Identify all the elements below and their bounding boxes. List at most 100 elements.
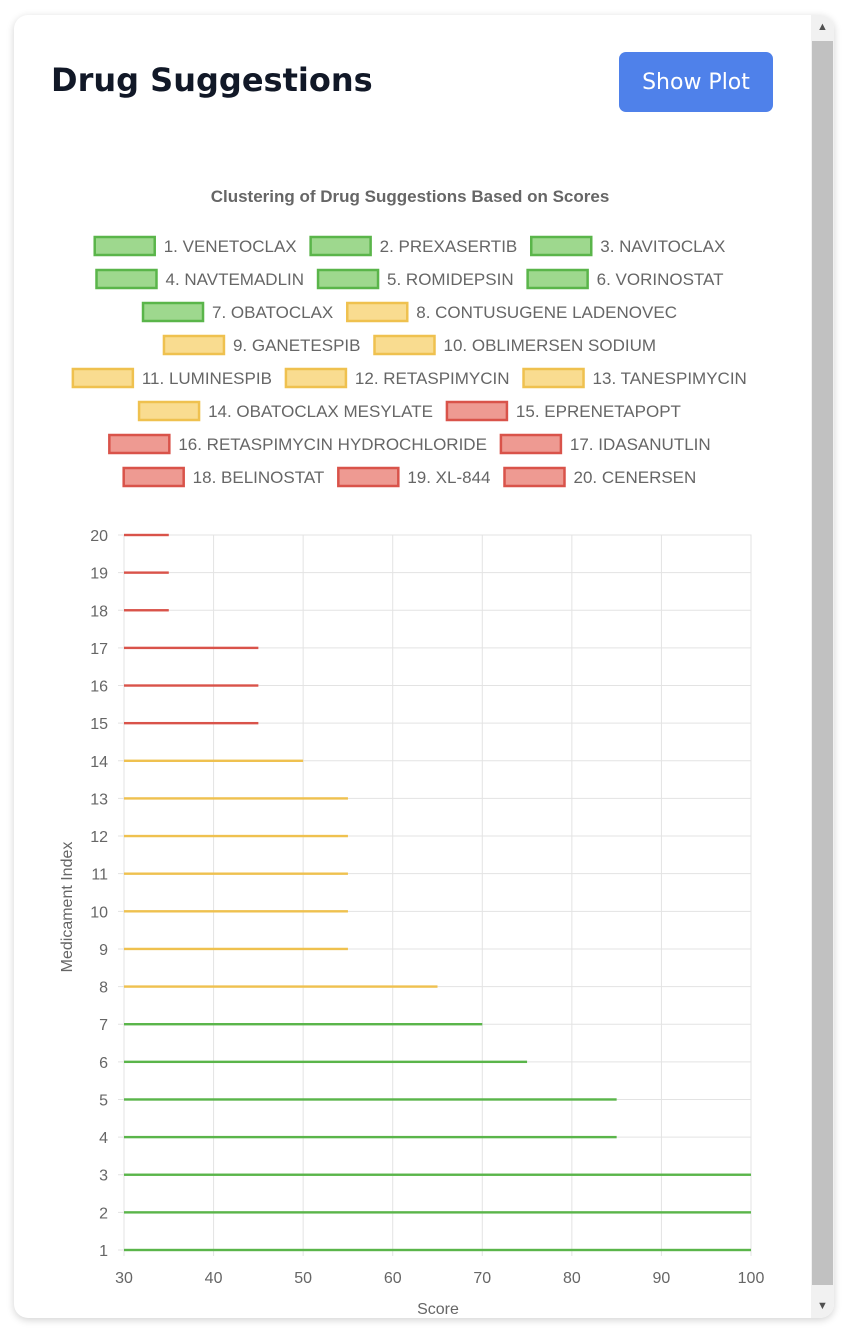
scroll-up-icon[interactable]: ▲ bbox=[817, 21, 828, 33]
legend-swatch bbox=[530, 235, 593, 257]
legend-entry[interactable]: 5. ROMIDEPSIN bbox=[387, 270, 514, 289]
bar-10 bbox=[124, 910, 348, 913]
x-axis-ticks: 30 40 50 60 70 80 90 100 bbox=[115, 1270, 764, 1287]
y-tick-label: 9 bbox=[99, 942, 108, 959]
legend-entry[interactable]: 13. TANESPIMYCIN bbox=[593, 369, 747, 388]
bar-20 bbox=[124, 533, 169, 537]
legend-entry[interactable]: 9. GANETESPIB bbox=[233, 336, 361, 355]
legend-entry[interactable]: 3. NAVITOCLAX bbox=[600, 237, 725, 256]
legend-entry[interactable]: 19. XL-844 bbox=[407, 468, 490, 487]
legend-swatch bbox=[122, 466, 185, 488]
bar-4 bbox=[124, 1135, 617, 1139]
show-plot-button[interactable]: Show Plot bbox=[619, 52, 773, 112]
bar-2 bbox=[124, 1211, 751, 1214]
legend-swatch bbox=[503, 466, 566, 488]
legend-swatch bbox=[137, 400, 201, 422]
page-title: Drug Suggestions bbox=[51, 61, 373, 99]
x-tick-label: 100 bbox=[738, 1270, 765, 1287]
y-tick-label: 16 bbox=[90, 679, 108, 696]
bar-3 bbox=[124, 1173, 751, 1176]
legend-swatch bbox=[522, 367, 585, 389]
bar-16 bbox=[124, 684, 259, 687]
legend-swatch bbox=[346, 301, 409, 323]
chart-bars bbox=[124, 533, 751, 1252]
legend-entry[interactable]: 1. VENETOCLAX bbox=[164, 237, 297, 256]
legend-entry[interactable]: 20. CENERSEN bbox=[573, 468, 696, 487]
y-tick-label: 7 bbox=[99, 1017, 108, 1034]
chart-title: Clustering of Drug Suggestions Based on … bbox=[211, 187, 610, 206]
bar-13 bbox=[124, 797, 348, 800]
legend-entry[interactable]: 12. RETASPIMYCIN bbox=[355, 369, 510, 388]
y-tick-label: 13 bbox=[90, 791, 108, 808]
bar-14 bbox=[124, 759, 304, 762]
legend-swatch bbox=[141, 301, 205, 323]
scroll-down-icon[interactable]: ▼ bbox=[817, 1300, 828, 1312]
legend-swatch bbox=[316, 268, 380, 290]
x-tick-label: 70 bbox=[473, 1270, 491, 1287]
legend-entry[interactable]: 14. OBATOCLAX MESYLATE bbox=[208, 402, 433, 421]
legend-swatch bbox=[93, 235, 156, 257]
legend-swatch bbox=[337, 466, 400, 488]
chart-grid bbox=[118, 534, 752, 1256]
bar-7 bbox=[124, 1023, 483, 1026]
legend-entry[interactable]: 11. LUMINESPIB bbox=[142, 369, 272, 388]
y-tick-label: 18 bbox=[90, 603, 108, 620]
bar-8 bbox=[124, 985, 438, 988]
y-tick-label: 20 bbox=[90, 528, 108, 545]
y-tick-label: 11 bbox=[91, 867, 108, 884]
x-tick-label: 40 bbox=[205, 1270, 223, 1287]
score-chart: Clustering of Drug Suggestions Based on … bbox=[59, 187, 764, 1318]
y-tick-label: 19 bbox=[90, 566, 108, 583]
legend-entry[interactable]: 15. EPRENETAPOPT bbox=[516, 402, 681, 421]
y-tick-label: 3 bbox=[99, 1168, 108, 1185]
y-tick-label: 10 bbox=[90, 904, 108, 921]
bar-6 bbox=[124, 1060, 528, 1064]
legend-entry[interactable]: 2. PREXASERTIB bbox=[380, 237, 518, 256]
bar-11 bbox=[124, 872, 348, 875]
chart-legend: 1. VENETOCLAX 2. PREXASERTIB 3. NAVITOCLAX… bbox=[71, 235, 747, 488]
bar-9 bbox=[124, 947, 348, 951]
y-tick-label: 6 bbox=[99, 1055, 108, 1072]
y-axis-label: Medicament Index bbox=[59, 842, 76, 973]
legend-swatch bbox=[526, 268, 589, 290]
bar-19 bbox=[124, 571, 169, 574]
legend-entry[interactable]: 8. CONTUSUGENE LADENOVEC bbox=[416, 303, 677, 322]
legend-swatch bbox=[499, 433, 563, 455]
plot-area-border bbox=[123, 534, 752, 1251]
legend-entry[interactable]: 4. NAVTEMADLIN bbox=[165, 270, 304, 289]
drug-suggestions-card: Drug Suggestions Show Plot Clustering of… bbox=[14, 15, 834, 1318]
y-tick-label: 5 bbox=[99, 1092, 108, 1109]
y-tick-label: 8 bbox=[99, 980, 108, 997]
x-tick-label: 90 bbox=[653, 1270, 671, 1287]
bar-15 bbox=[124, 721, 259, 725]
legend-entry[interactable]: 17. IDASANUTLIN bbox=[570, 435, 711, 454]
scroll-thumb[interactable] bbox=[812, 41, 833, 1285]
bar-17 bbox=[124, 646, 259, 650]
legend-swatch bbox=[309, 235, 372, 257]
legend-entry[interactable]: 10. OBLIMERSEN SODIUM bbox=[443, 336, 656, 355]
x-tick-label: 30 bbox=[115, 1270, 133, 1287]
y-tick-label: 2 bbox=[99, 1205, 108, 1222]
x-tick-label: 50 bbox=[294, 1270, 312, 1287]
x-tick-label: 80 bbox=[563, 1270, 581, 1287]
legend-entry[interactable]: 16. RETASPIMYCIN HYDROCHLORIDE bbox=[178, 435, 487, 454]
legend-swatch bbox=[284, 367, 348, 389]
legend-entry[interactable]: 7. OBATOCLAX bbox=[212, 303, 333, 322]
legend-swatch bbox=[162, 334, 226, 356]
bar-12 bbox=[124, 834, 348, 838]
bar-5 bbox=[124, 1098, 617, 1101]
x-tick-label: 60 bbox=[384, 1270, 402, 1287]
legend-entry[interactable]: 18. BELINOSTAT bbox=[193, 468, 325, 487]
legend-entry[interactable]: 6. VORINOSTAT bbox=[597, 270, 724, 289]
y-tick-label: 4 bbox=[99, 1130, 108, 1147]
bar-18 bbox=[124, 609, 169, 612]
y-tick-label: 12 bbox=[90, 829, 108, 846]
legend-swatch bbox=[445, 400, 509, 422]
legend-swatch bbox=[108, 433, 171, 455]
y-tick-label: 1 bbox=[99, 1243, 108, 1260]
x-axis-label: Score bbox=[417, 1301, 459, 1318]
legend-swatch bbox=[71, 367, 135, 389]
vertical-scrollbar[interactable]: ▲ ▼ bbox=[811, 15, 834, 1318]
y-tick-label: 14 bbox=[90, 754, 108, 771]
